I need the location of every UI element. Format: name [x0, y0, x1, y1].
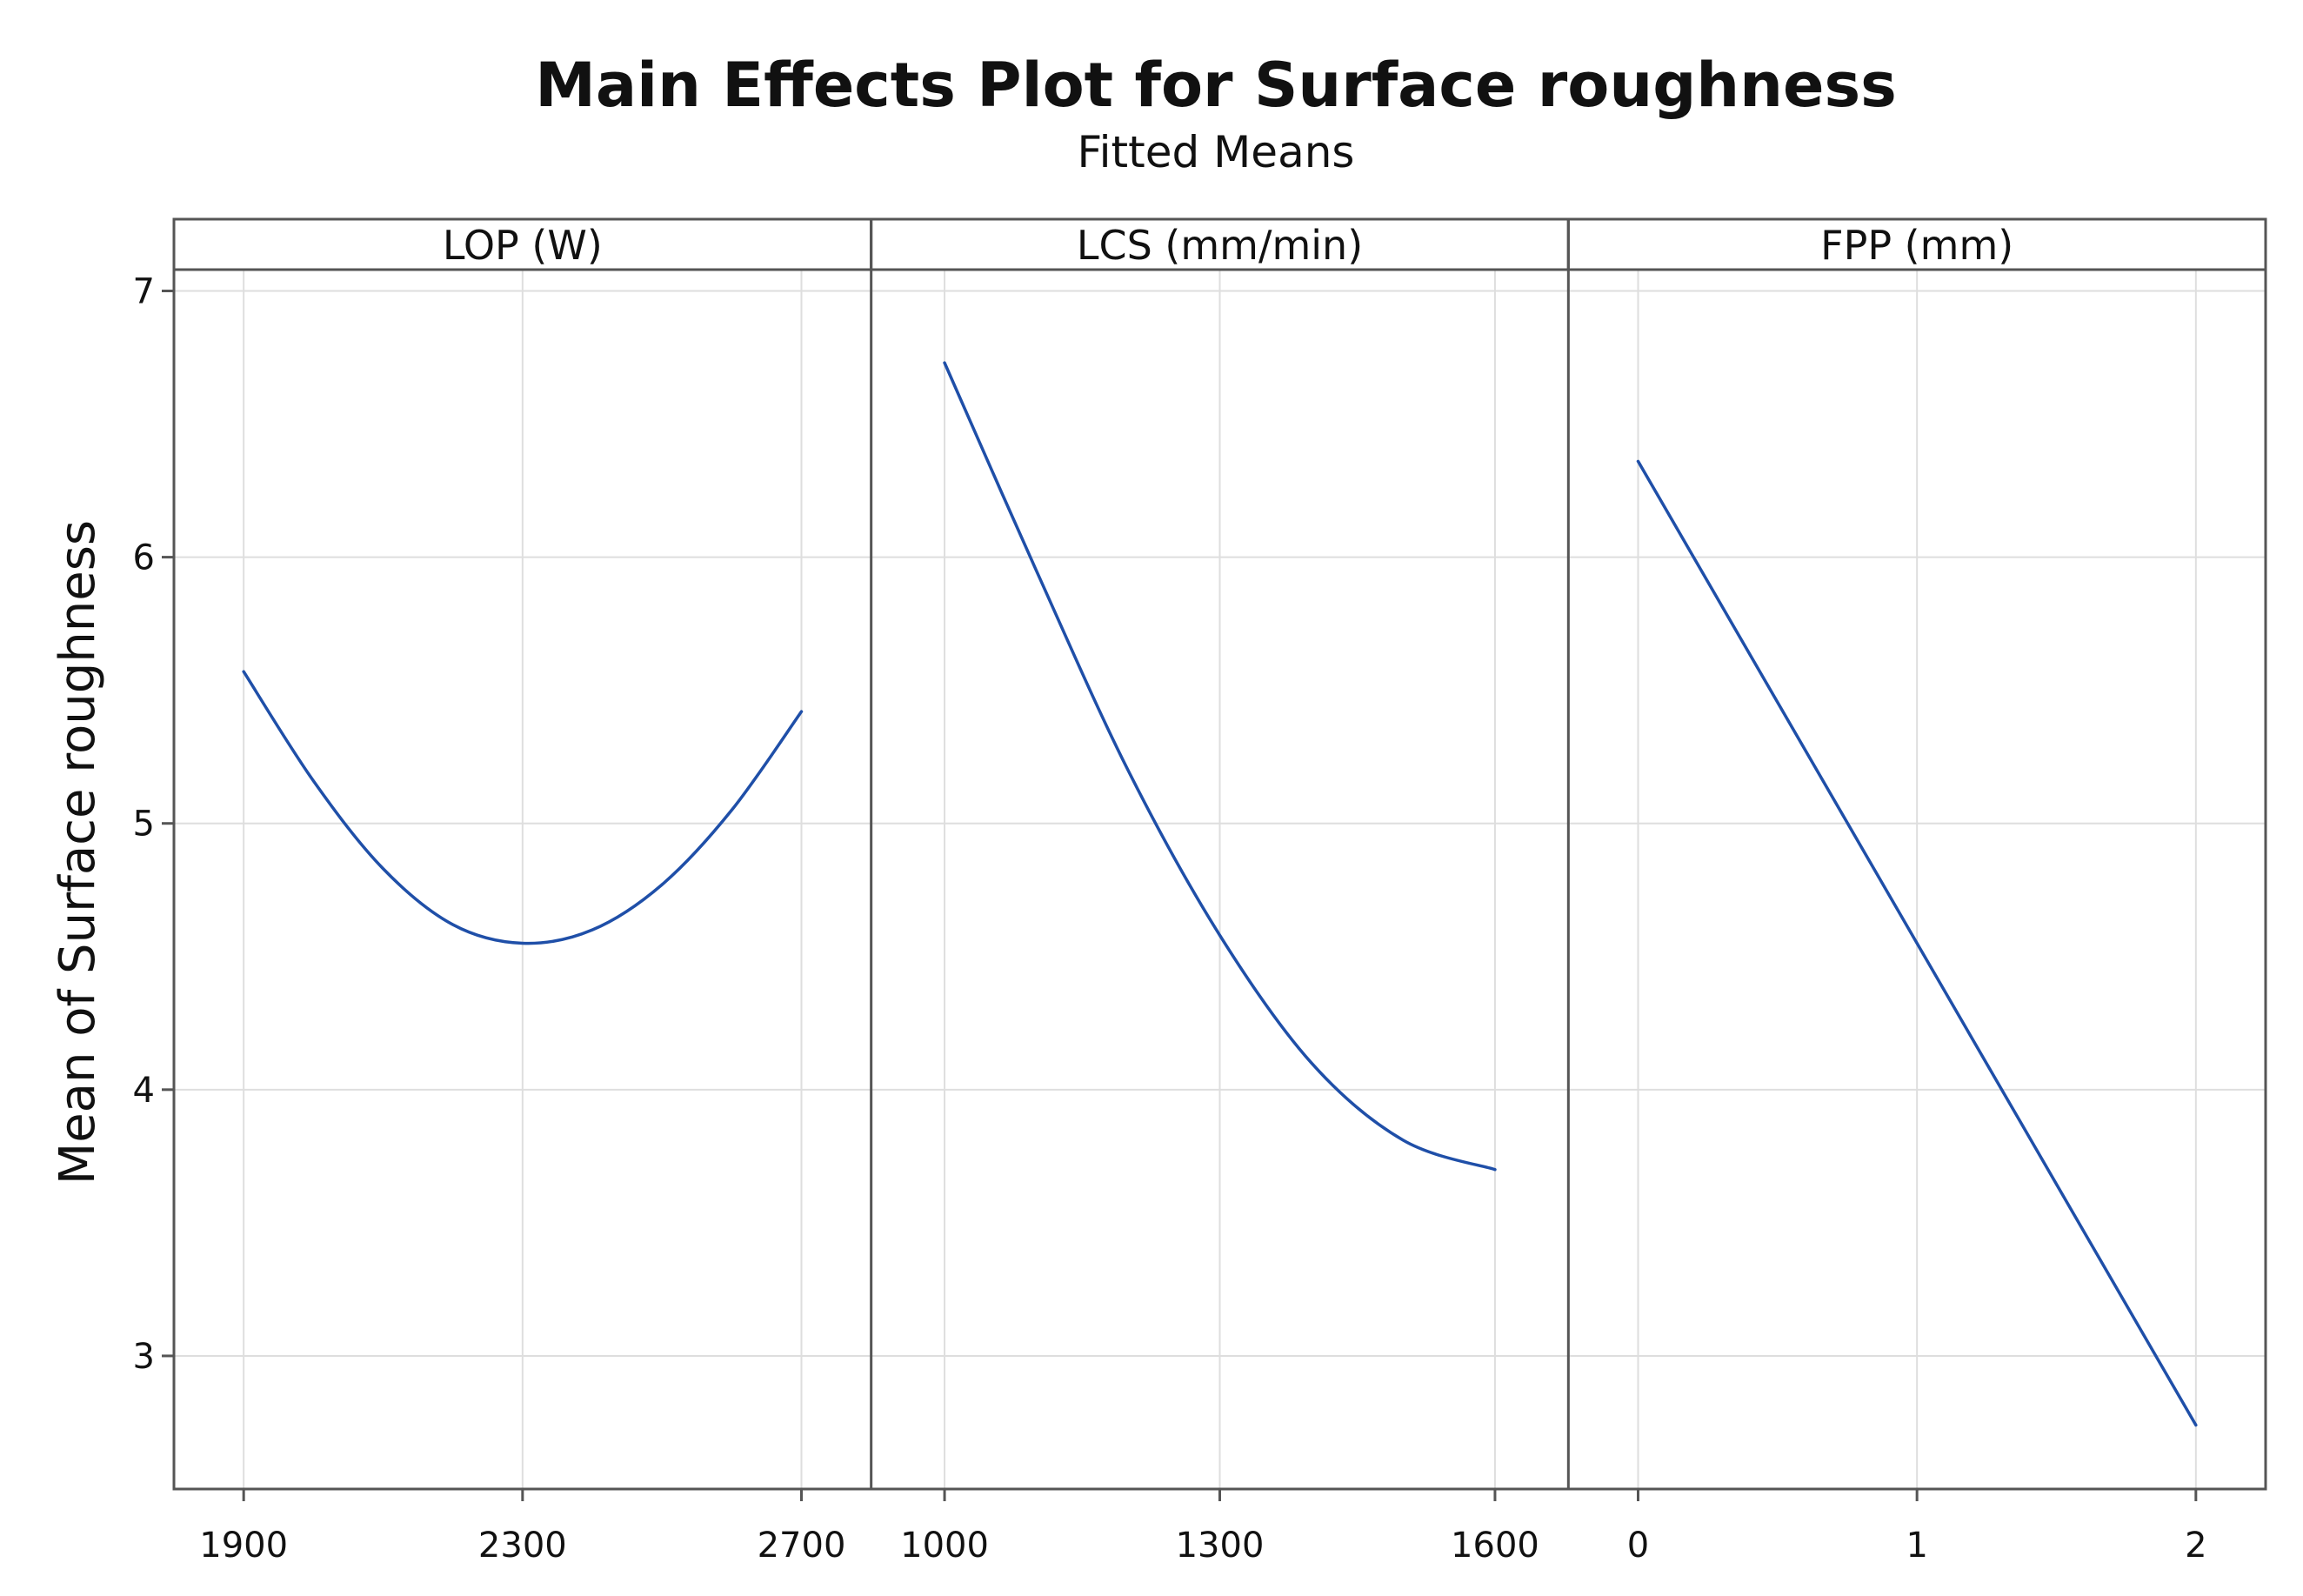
y-tick-label: 7	[133, 271, 155, 311]
x-tick-label: 1900	[199, 1526, 288, 1566]
chart-subtitle: Fitted Means	[1078, 127, 1355, 177]
panels-layer: 3 4 5 6 7 1900 2300 2700 LOP (W) 1000 1300 1600 LCS …	[133, 219, 2266, 1566]
y-tick-label: 6	[133, 538, 155, 578]
chart-title: Main Effects Plot for Surface roughness	[535, 50, 1897, 121]
panel-3: 0 1 2 FPP (mm)	[1568, 219, 2266, 1566]
x-tick-label: 2300	[478, 1526, 567, 1566]
panel-2: 1000 1300 1600 LCS (mm/min)	[871, 219, 1569, 1566]
y-tick-label: 3	[133, 1337, 155, 1377]
y-tick-label: 4	[133, 1071, 155, 1111]
y-tick-label: 5	[133, 805, 155, 845]
panel-1: 1900 2300 2700 LOP (W)	[174, 219, 871, 1566]
x-tick-label: 1300	[1176, 1526, 1265, 1566]
panel-label: LOP (W)	[443, 222, 603, 269]
x-tick-label: 0	[1627, 1526, 1649, 1566]
x-tick-label: 2700	[758, 1526, 846, 1566]
x-tick-label: 2	[2185, 1526, 2206, 1566]
x-tick-label: 1	[1906, 1526, 1927, 1566]
panel-label: LCS (mm/min)	[1077, 222, 1363, 269]
panel-label: FPP (mm)	[1820, 222, 2013, 269]
x-tick-label: 1000	[900, 1526, 989, 1566]
x-tick-label: 1600	[1451, 1526, 1539, 1566]
y-axis-label: Mean of Surface roughness	[50, 520, 106, 1185]
